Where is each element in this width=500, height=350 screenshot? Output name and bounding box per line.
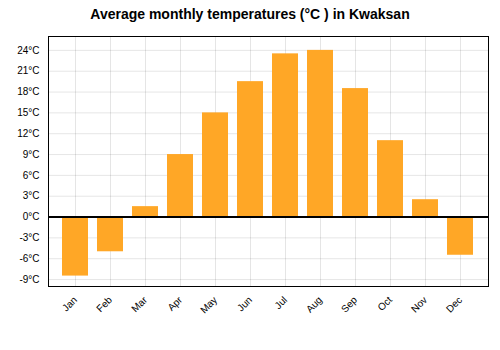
svg-text:Aug: Aug bbox=[304, 294, 324, 314]
svg-text:21°C: 21°C bbox=[17, 65, 39, 76]
svg-text:9°C: 9°C bbox=[23, 149, 40, 160]
html-text:Average monthly temperatures (: Average monthly temperatures (°C ) in Kw… bbox=[90, 6, 410, 22]
svg-text:Nov: Nov bbox=[409, 294, 429, 314]
svg-text:Jan: Jan bbox=[60, 294, 79, 313]
svg-text:Apr: Apr bbox=[165, 294, 184, 313]
svg-text:15°C: 15°C bbox=[17, 107, 39, 118]
svg-text:Dec: Dec bbox=[444, 294, 464, 314]
svg-text:6°C: 6°C bbox=[23, 170, 40, 181]
svg-text:-9°C: -9°C bbox=[19, 274, 39, 285]
svg-text:24°C: 24°C bbox=[17, 45, 39, 56]
svg-text:3°C: 3°C bbox=[23, 190, 40, 201]
svg-text:Jun: Jun bbox=[235, 294, 254, 313]
svg-text:-3°C: -3°C bbox=[19, 232, 39, 243]
svg-text:Sep: Sep bbox=[339, 294, 360, 315]
svg-text:12°C: 12°C bbox=[17, 128, 39, 139]
svg-text:Jul: Jul bbox=[272, 294, 289, 311]
svg-text:Feb: Feb bbox=[94, 294, 114, 314]
svg-text:Mar: Mar bbox=[129, 294, 149, 314]
svg-text:-6°C: -6°C bbox=[19, 253, 39, 264]
svg-text:18°C: 18°C bbox=[17, 86, 39, 97]
svg-text:Oct: Oct bbox=[375, 294, 394, 313]
svg-text:May: May bbox=[198, 294, 219, 315]
svg-text:0°C: 0°C bbox=[23, 211, 40, 222]
